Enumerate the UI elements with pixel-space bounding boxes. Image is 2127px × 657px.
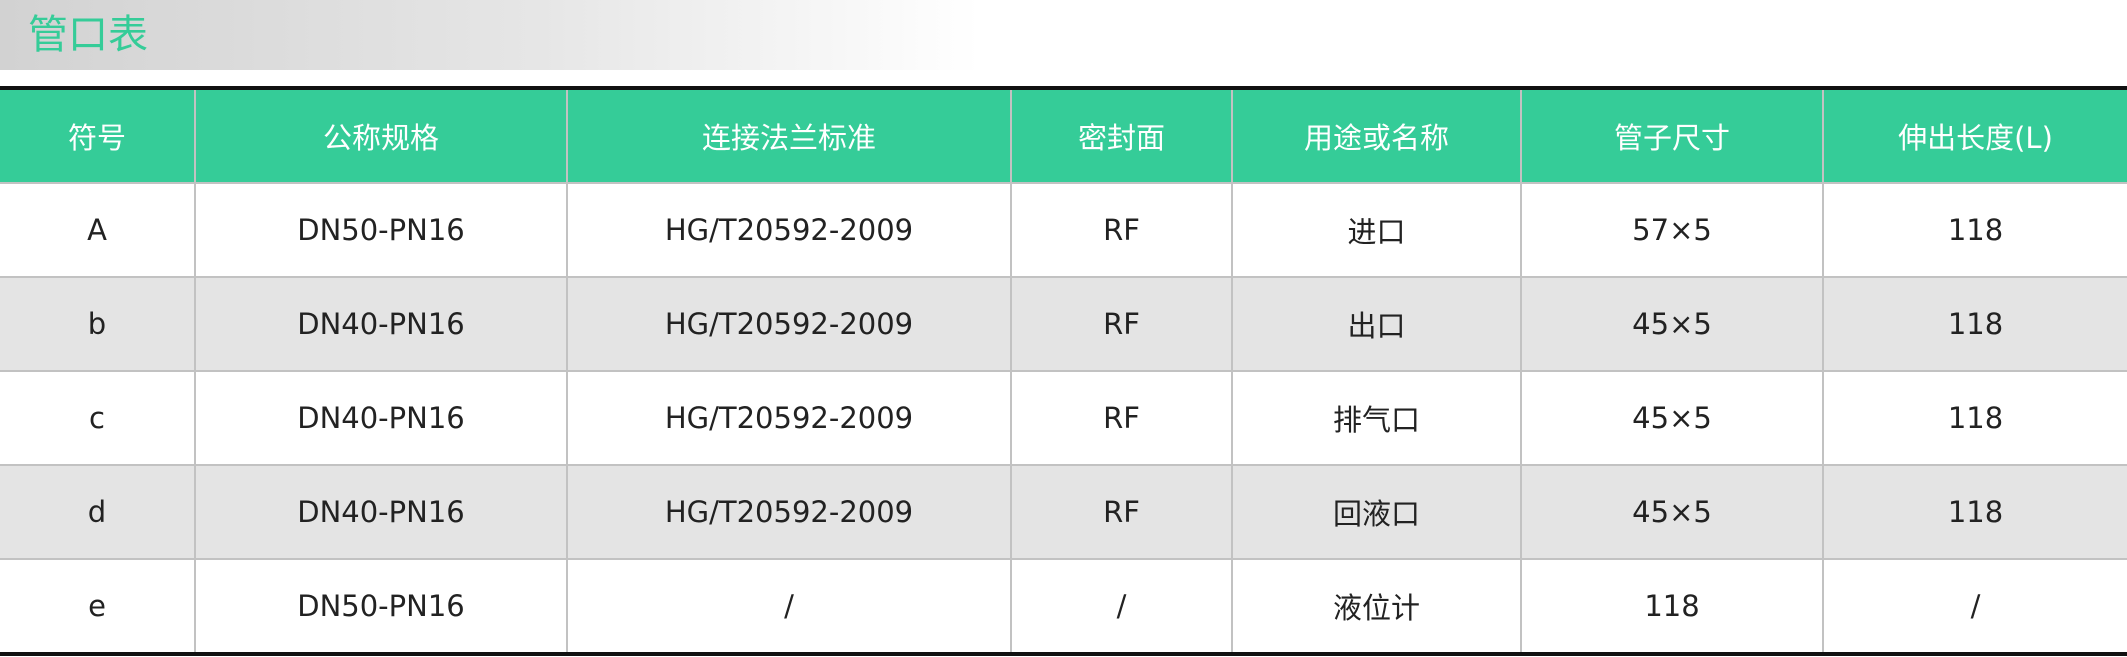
cell-purpose: 排气口: [1231, 370, 1522, 465]
cell-pipe-size: 45×5: [1520, 370, 1824, 465]
header-sealing-face: 密封面: [1010, 88, 1233, 183]
cell-purpose: 回液口: [1231, 464, 1522, 559]
cell-extension-length: 118: [1822, 276, 2127, 371]
cell-extension-length: /: [1822, 558, 2127, 654]
header-symbol: 符号: [0, 88, 196, 183]
header-purpose: 用途或名称: [1231, 88, 1522, 183]
cell-sealing-face: RF: [1010, 276, 1233, 371]
cell-flange-standard: HG/T20592-2009: [566, 464, 1012, 559]
page-title: 管口表: [28, 12, 148, 58]
cell-purpose: 出口: [1231, 276, 1522, 371]
cell-symbol: b: [0, 276, 196, 371]
header-nominal-spec: 公称规格: [194, 88, 568, 183]
cell-symbol: e: [0, 558, 196, 654]
cell-flange-standard: HG/T20592-2009: [566, 182, 1012, 277]
cell-symbol: d: [0, 464, 196, 559]
cell-flange-standard: HG/T20592-2009: [566, 276, 1012, 371]
cell-nominal-spec: DN40-PN16: [194, 464, 568, 559]
cell-pipe-size: 118: [1520, 558, 1824, 654]
header-pipe-size: 管子尺寸: [1520, 88, 1824, 183]
cell-symbol: c: [0, 370, 196, 465]
cell-nominal-spec: DN40-PN16: [194, 370, 568, 465]
table-row: b DN40-PN16 HG/T20592-2009 RF 出口 45×5 118: [0, 276, 2127, 371]
cell-purpose: 进口: [1231, 182, 1522, 277]
cell-symbol: A: [0, 182, 196, 277]
cell-pipe-size: 45×5: [1520, 276, 1824, 371]
table-row: c DN40-PN16 HG/T20592-2009 RF 排气口 45×5 118: [0, 370, 2127, 465]
header-flange-standard: 连接法兰标准: [566, 88, 1012, 183]
cell-flange-standard: /: [566, 558, 1012, 654]
cell-nominal-spec: DN50-PN16: [194, 558, 568, 654]
cell-extension-length: 118: [1822, 370, 2127, 465]
cell-sealing-face: RF: [1010, 370, 1233, 465]
table-row: d DN40-PN16 HG/T20592-2009 RF 回液口 45×5 118: [0, 464, 2127, 559]
title-bar: 管口表: [0, 0, 980, 70]
header-row: 符号 公称规格 连接法兰标准 密封面 用途或名称 管子尺寸 伸出长度(L): [0, 88, 2127, 183]
cell-sealing-face: RF: [1010, 464, 1233, 559]
cell-purpose: 液位计: [1231, 558, 1522, 654]
cell-pipe-size: 45×5: [1520, 464, 1824, 559]
table-row: A DN50-PN16 HG/T20592-2009 RF 进口 57×5 118: [0, 182, 2127, 277]
cell-pipe-size: 57×5: [1520, 182, 1824, 277]
cell-flange-standard: HG/T20592-2009: [566, 370, 1012, 465]
cell-sealing-face: RF: [1010, 182, 1233, 277]
cell-sealing-face: /: [1010, 558, 1233, 654]
table-row: e DN50-PN16// 液位计 118/: [0, 558, 2127, 654]
cell-extension-length: 118: [1822, 464, 2127, 559]
cell-nominal-spec: DN50-PN16: [194, 182, 568, 277]
cell-extension-length: 118: [1822, 182, 2127, 277]
header-extension-length: 伸出长度(L): [1822, 88, 2127, 183]
cell-nominal-spec: DN40-PN16: [194, 276, 568, 371]
